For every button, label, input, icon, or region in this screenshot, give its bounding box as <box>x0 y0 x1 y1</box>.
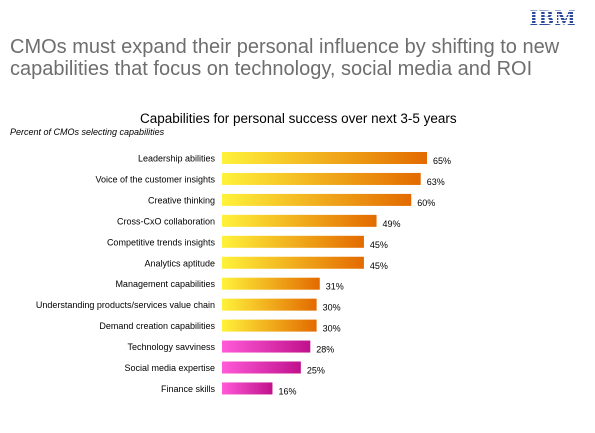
headline: CMOs must expand their personal influenc… <box>10 36 580 80</box>
ibm-logo: IBM <box>530 6 577 28</box>
value-label: 60% <box>417 198 435 208</box>
category-label: Competitive trends insights <box>107 237 216 247</box>
category-label: Management capabilities <box>115 279 215 289</box>
value-label: 65% <box>433 156 451 166</box>
category-label: Analytics aptitude <box>144 258 215 268</box>
bar <box>222 319 317 332</box>
value-label: 45% <box>370 261 388 271</box>
bar <box>222 152 427 164</box>
bar <box>222 214 377 227</box>
value-label: 45% <box>370 240 388 250</box>
category-label: Cross-CxO collaboration <box>117 216 215 226</box>
category-label: Finance skills <box>161 384 216 394</box>
value-label: 30% <box>323 324 341 334</box>
category-label: Demand creation capabilities <box>99 321 215 331</box>
bar <box>222 361 301 374</box>
chart-subtitle: Percent of CMOs selecting capabilities <box>10 127 165 137</box>
category-label: Technology savviness <box>127 342 215 352</box>
bar <box>222 298 317 311</box>
category-label: Voice of the customer insights <box>95 174 215 184</box>
value-label: 49% <box>383 219 401 229</box>
value-label: 31% <box>326 282 344 292</box>
bar <box>222 172 421 185</box>
value-label: 25% <box>307 366 325 376</box>
value-label: 28% <box>316 345 334 355</box>
value-label: 16% <box>278 386 296 396</box>
bar <box>222 340 311 353</box>
bar <box>222 235 364 248</box>
headline-line-1: CMOs must expand their personal influenc… <box>10 36 560 58</box>
headline-line-2: capabilities that focus on technology, s… <box>10 58 533 80</box>
svg-text:IBM: IBM <box>530 6 577 28</box>
bar <box>222 277 320 290</box>
category-label: Understanding products/services value ch… <box>36 300 215 310</box>
chart-title: Capabilities for personal success over n… <box>140 111 457 126</box>
category-label: Social media expertise <box>124 363 215 373</box>
category-label: Creative thinking <box>148 195 215 205</box>
value-label: 30% <box>323 303 341 313</box>
bar <box>222 193 412 206</box>
bar <box>222 382 273 395</box>
value-label: 63% <box>427 177 445 187</box>
bar <box>222 256 364 269</box>
category-label: Leadership abilities <box>138 154 216 164</box>
